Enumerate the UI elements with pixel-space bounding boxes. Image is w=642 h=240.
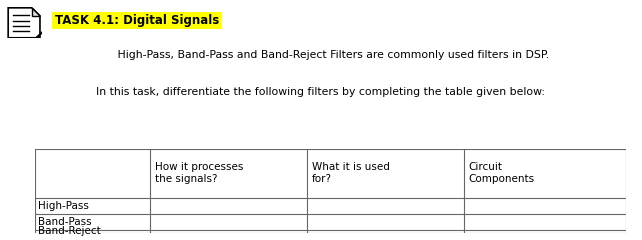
Text: How it processes
the signals?: How it processes the signals? bbox=[155, 162, 243, 184]
Text: Band-Pass: Band-Pass bbox=[39, 217, 92, 227]
Text: In this task, differentiate the following filters by completing the table given : In this task, differentiate the followin… bbox=[96, 87, 546, 97]
Text: What it is used
for?: What it is used for? bbox=[312, 162, 390, 184]
Text: Band-Reject: Band-Reject bbox=[39, 226, 101, 236]
Polygon shape bbox=[32, 8, 40, 16]
Text: TASK 4.1: Digital Signals: TASK 4.1: Digital Signals bbox=[55, 14, 219, 27]
Text: High-Pass: High-Pass bbox=[39, 201, 89, 211]
Polygon shape bbox=[8, 8, 40, 38]
Text: High-Pass, Band-Pass and Band-Reject Filters are commonly used filters in DSP.: High-Pass, Band-Pass and Band-Reject Fil… bbox=[93, 50, 549, 60]
Text: Circuit
Components: Circuit Components bbox=[468, 162, 534, 184]
